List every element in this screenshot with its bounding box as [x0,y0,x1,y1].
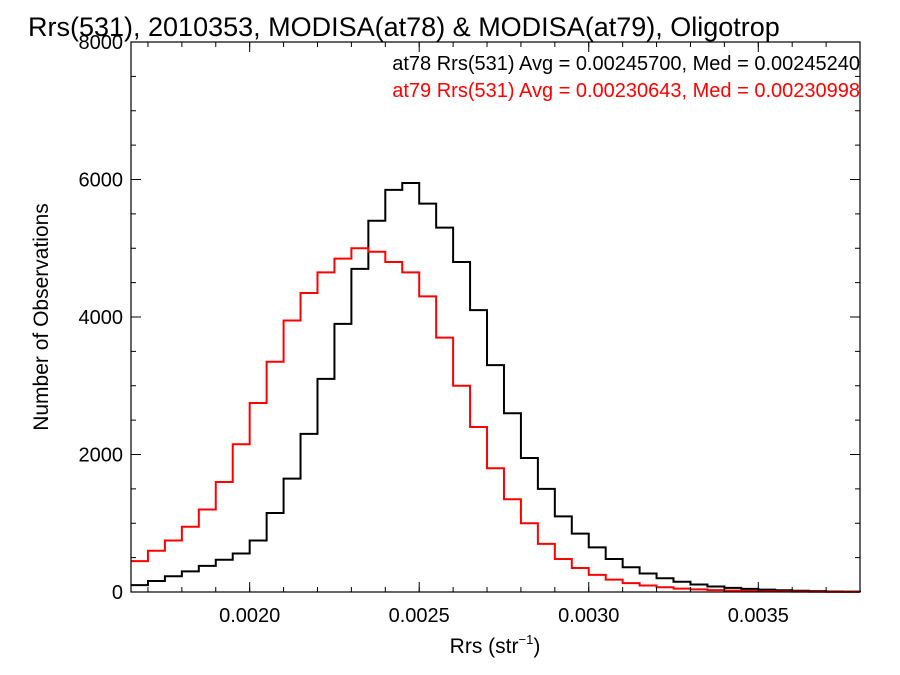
y-axis-label: Number of Observations [30,203,53,431]
x-axis-label-text: Rrs (str [450,635,519,658]
x-tick-label: 0.0035 [728,605,789,627]
x-tick-label: 0.0025 [389,605,450,627]
legend-entry-at78: at78 Rrs(531) Avg = 0.00245700, Med = 0.… [392,53,860,75]
series-line-at79 [131,247,860,593]
plot-frame [130,41,861,593]
plot-area [131,181,861,593]
x-axis-label: Rrs (str−1) [450,632,541,658]
y-tick-label: 6000 [79,170,124,192]
y-tick-label: 4000 [79,307,124,329]
x-tick-label: 0.0020 [219,605,280,627]
legend-entry-at79: at79 Rrs(531) Avg = 0.00230643, Med = 0.… [392,80,860,102]
legend: at78 Rrs(531) Avg = 0.00245700, Med = 0.… [392,53,860,102]
x-axis-label-close: ) [533,635,540,658]
chart-title: Rrs(531), 2010353, MODISA(at78) & MODISA… [28,12,780,42]
series-line-at78 [131,181,861,593]
y-axis: 0 2000 4000 6000 8000 [79,32,860,604]
y-tick-label: 2000 [79,445,124,467]
x-axis: 0.0020 0.0025 0.0030 0.0035 [147,42,861,627]
y-tick-label: 0 [112,582,123,604]
x-axis-label-superscript: −1 [519,632,534,647]
y-tick-label: 8000 [79,32,124,54]
x-tick-label: 0.0030 [558,605,619,627]
